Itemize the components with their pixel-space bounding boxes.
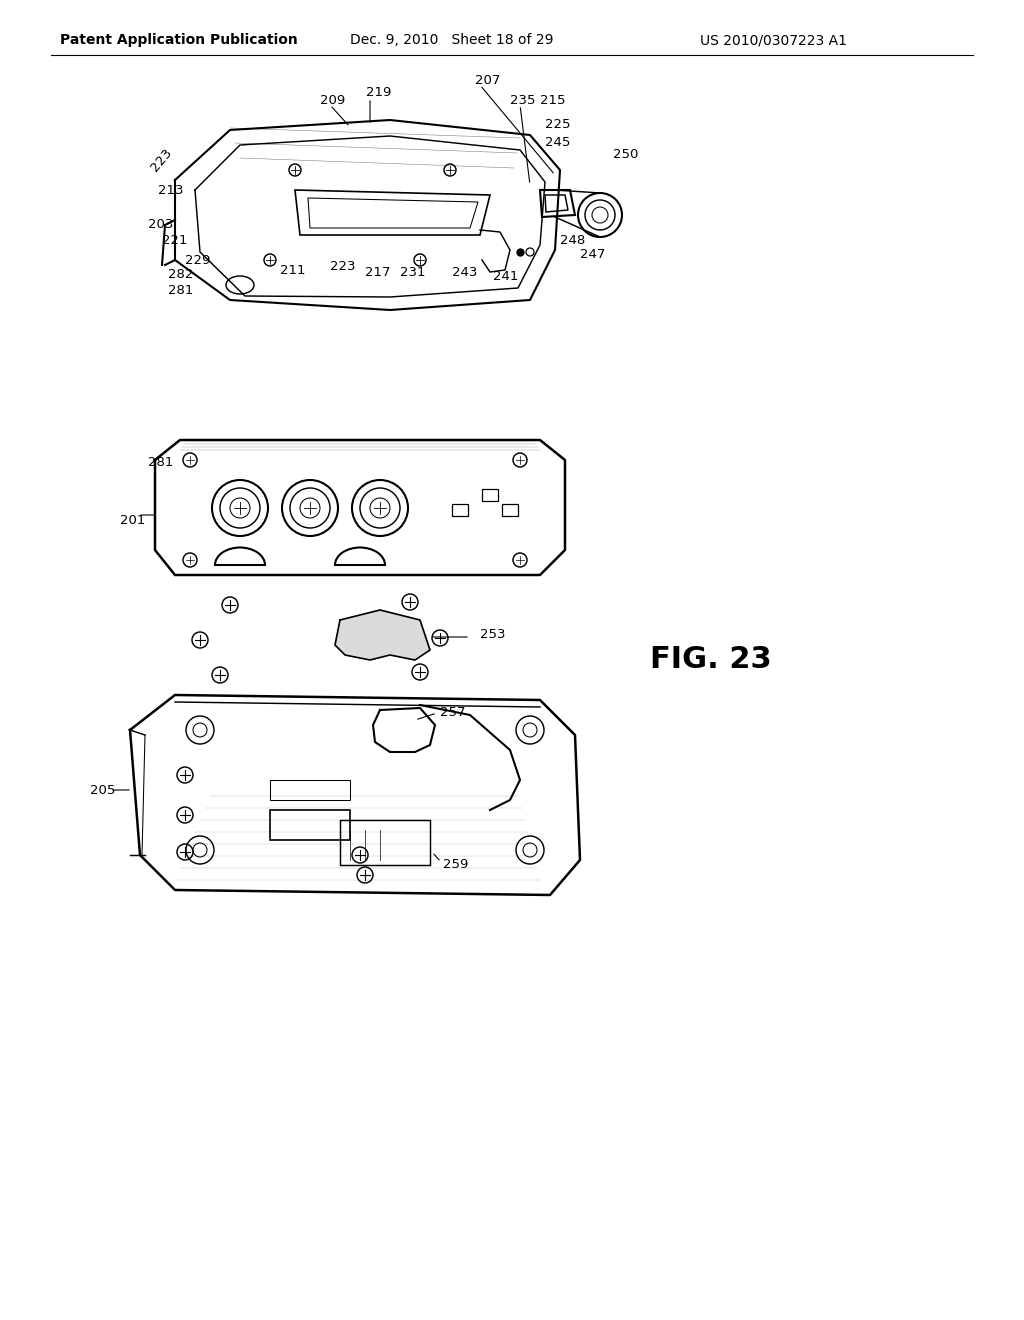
Bar — [340, 820, 430, 865]
Text: Patent Application Publication: Patent Application Publication — [60, 33, 298, 48]
Text: 219: 219 — [366, 86, 391, 99]
Polygon shape — [335, 610, 430, 660]
Text: US 2010/0307223 A1: US 2010/0307223 A1 — [700, 33, 847, 48]
Text: 209: 209 — [319, 94, 345, 107]
Text: 217: 217 — [365, 265, 390, 279]
Text: 257: 257 — [440, 705, 466, 718]
Text: 250: 250 — [613, 149, 638, 161]
Text: 225: 225 — [545, 119, 570, 132]
Text: 221: 221 — [162, 234, 187, 247]
Text: 243: 243 — [452, 265, 477, 279]
Text: 281: 281 — [148, 455, 173, 469]
Text: 207: 207 — [475, 74, 501, 87]
Text: 213: 213 — [158, 183, 183, 197]
Bar — [502, 504, 518, 516]
Bar — [452, 504, 468, 516]
Text: 245: 245 — [545, 136, 570, 149]
Text: 229: 229 — [185, 253, 210, 267]
Bar — [482, 488, 498, 502]
Text: 282: 282 — [168, 268, 194, 281]
Text: 259: 259 — [443, 858, 468, 871]
Text: FIG. 23: FIG. 23 — [650, 645, 772, 675]
Text: 235: 235 — [510, 94, 536, 107]
Text: 215: 215 — [540, 94, 565, 107]
Text: 253: 253 — [480, 628, 506, 642]
Bar — [270, 780, 350, 800]
Text: 247: 247 — [580, 248, 605, 261]
Text: 205: 205 — [90, 784, 116, 796]
Text: 241: 241 — [493, 271, 518, 284]
Text: 211: 211 — [280, 264, 305, 276]
Text: 201: 201 — [120, 513, 145, 527]
Text: 231: 231 — [400, 265, 426, 279]
Text: 223: 223 — [148, 147, 174, 174]
Text: 223: 223 — [330, 260, 355, 273]
Text: 281: 281 — [168, 284, 194, 297]
Text: 248: 248 — [560, 234, 586, 247]
Bar — [270, 810, 350, 840]
Text: Dec. 9, 2010   Sheet 18 of 29: Dec. 9, 2010 Sheet 18 of 29 — [350, 33, 554, 48]
Text: 203: 203 — [148, 219, 173, 231]
